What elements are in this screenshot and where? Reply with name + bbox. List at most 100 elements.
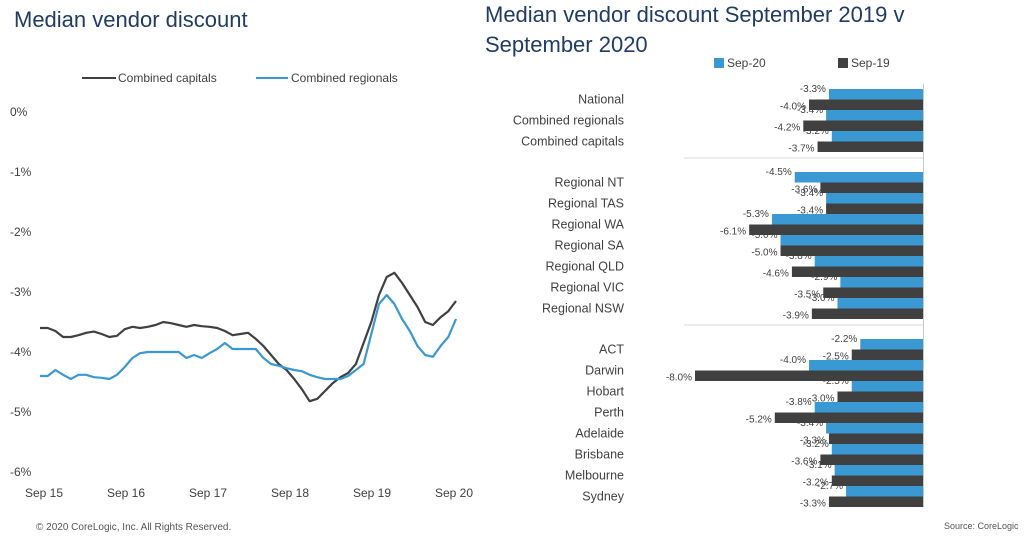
legend-label: Combined regionals bbox=[291, 71, 398, 85]
bar-sep-20 bbox=[828, 89, 923, 100]
legend-label: Combined capitals bbox=[118, 71, 217, 85]
category-label: Combined capitals bbox=[521, 135, 624, 149]
legend-label: Sep-19 bbox=[851, 56, 890, 70]
bar-sep-20 bbox=[826, 423, 923, 434]
y-tick-label: -2% bbox=[10, 225, 32, 239]
source-text: Source: CoreLogic bbox=[944, 521, 1019, 531]
category-label: National bbox=[578, 93, 624, 107]
bar-chart-title: Median vendor discount September 2019 v … bbox=[485, 2, 905, 57]
data-label: -2.5% bbox=[823, 376, 849, 387]
category-label: ACT bbox=[599, 343, 624, 357]
data-label: -4.0% bbox=[780, 102, 806, 113]
bar-sep-19 bbox=[695, 370, 923, 381]
category-label: Sydney bbox=[582, 490, 624, 504]
y-tick-label: -6% bbox=[10, 465, 32, 479]
bar-sep-19 bbox=[828, 433, 923, 444]
bar-sep-20 bbox=[826, 193, 923, 204]
y-tick-label: -1% bbox=[10, 165, 32, 179]
category-label: Adelaide bbox=[575, 427, 624, 441]
data-label: -4.0% bbox=[780, 355, 806, 366]
bar-sep-20 bbox=[851, 381, 923, 392]
data-label: -4.5% bbox=[766, 167, 792, 178]
bar-sep-20 bbox=[809, 360, 923, 371]
bar-sep-20 bbox=[814, 402, 923, 413]
data-label: -3.2% bbox=[803, 439, 829, 450]
data-label: -3.6% bbox=[791, 185, 817, 196]
bar-sep-19 bbox=[774, 412, 923, 423]
y-tick-label: 0% bbox=[10, 105, 28, 119]
data-label: -8.0% bbox=[666, 373, 692, 384]
data-label: -3.3% bbox=[800, 436, 826, 447]
bar-sep-20 bbox=[780, 235, 923, 246]
bar-sep-19 bbox=[820, 182, 923, 193]
data-label: -3.4% bbox=[797, 188, 823, 199]
bar-sep-20 bbox=[826, 110, 923, 121]
bar-sep-20 bbox=[814, 256, 923, 267]
category-label: Regional NT bbox=[555, 176, 625, 190]
bar-sep-19 bbox=[803, 120, 923, 131]
x-tick-label: Sep 17 bbox=[189, 486, 227, 500]
bar-sep-20 bbox=[794, 172, 923, 183]
data-label: -2.2% bbox=[831, 334, 857, 345]
data-label: -3.7% bbox=[788, 144, 814, 155]
x-tick-label: Sep 15 bbox=[25, 486, 63, 500]
bar-sep-20 bbox=[834, 465, 923, 476]
category-label: Regional WA bbox=[552, 218, 625, 232]
data-label: -3.0% bbox=[808, 293, 834, 304]
legend-label: Sep-20 bbox=[727, 56, 766, 70]
data-label: -5.0% bbox=[751, 248, 777, 259]
x-tick-label: Sep 18 bbox=[271, 486, 309, 500]
category-label: Regional VIC bbox=[550, 281, 624, 295]
bar-sep-20 bbox=[840, 277, 923, 288]
bar-sep-19 bbox=[826, 203, 923, 214]
bar-sep-19 bbox=[828, 496, 923, 507]
category-label: Hobart bbox=[586, 385, 624, 399]
category-label: Combined regionals bbox=[513, 114, 624, 128]
line-chart: 0% -1% -2% -3% -4% -5% -6% Sep 15 Sep 16 Sep 17 Se… bbox=[10, 71, 473, 500]
data-label: -3.3% bbox=[800, 84, 826, 95]
category-label: Regional NSW bbox=[542, 302, 624, 316]
data-label: -3.2% bbox=[803, 126, 829, 137]
bar-sep-19 bbox=[749, 224, 923, 235]
y-tick-label: -3% bbox=[10, 285, 32, 299]
category-label: Regional SA bbox=[555, 239, 625, 253]
data-label: -3.8% bbox=[786, 251, 812, 262]
line-chart-title: Median vendor discount bbox=[14, 7, 248, 32]
bar-sep-19 bbox=[831, 475, 923, 486]
data-label: -5.2% bbox=[746, 415, 772, 426]
bar-sep-19 bbox=[817, 141, 923, 152]
bar-sep-19 bbox=[823, 287, 923, 298]
bar-sep-20 bbox=[831, 444, 923, 455]
legend-swatch bbox=[714, 58, 724, 68]
data-label: -3.2% bbox=[803, 478, 829, 489]
data-label: -3.0% bbox=[808, 394, 834, 405]
bar-sep-19 bbox=[837, 391, 923, 402]
bar-sep-19 bbox=[809, 99, 923, 110]
bar-sep-20 bbox=[831, 131, 923, 142]
data-label: -3.9% bbox=[783, 311, 809, 322]
series-line bbox=[40, 271, 457, 403]
bar-sep-19 bbox=[811, 308, 923, 319]
legend-swatch bbox=[838, 58, 848, 68]
data-label: -5.3% bbox=[743, 209, 769, 220]
data-label: -3.4% bbox=[797, 418, 823, 429]
data-label: -3.6% bbox=[791, 457, 817, 468]
data-label: -6.1% bbox=[720, 227, 746, 238]
bar-sep-19 bbox=[820, 454, 923, 465]
data-label: -2.7% bbox=[817, 481, 843, 492]
series-line bbox=[40, 293, 458, 381]
data-label: -5.0% bbox=[751, 230, 777, 241]
data-label: -3.8% bbox=[786, 397, 812, 408]
data-label: -2.5% bbox=[823, 352, 849, 363]
category-label: Perth bbox=[594, 406, 624, 420]
data-label: -3.4% bbox=[797, 105, 823, 116]
bar-sep-20 bbox=[837, 298, 923, 309]
copyright-text: © 2020 CoreLogic, Inc. All Rights Reserv… bbox=[36, 522, 232, 533]
data-label: -3.3% bbox=[800, 499, 826, 510]
bar-sep-19 bbox=[791, 266, 923, 277]
data-label: -4.6% bbox=[763, 269, 789, 280]
data-label: -3.4% bbox=[797, 206, 823, 217]
data-label: -4.2% bbox=[774, 123, 800, 134]
category-label: Brisbane bbox=[575, 448, 624, 462]
